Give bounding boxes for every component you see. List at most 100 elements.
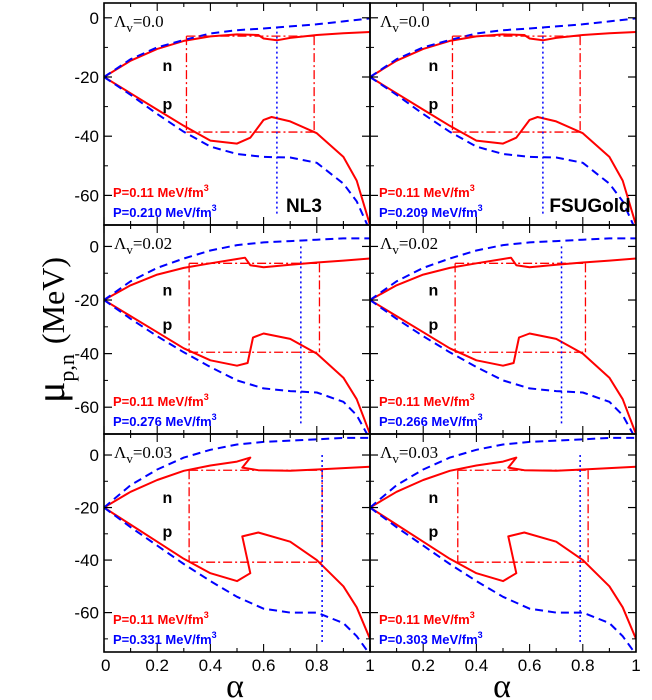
- lambda-subscript: v: [392, 242, 399, 257]
- x-tick-label: 0.2: [145, 656, 169, 675]
- pressure-red: P=0.11 MeV/fm3: [379, 183, 475, 200]
- y-tick-label: -40: [74, 551, 99, 570]
- proton-label: p: [163, 317, 173, 334]
- y-axis-label-subscript: p,n: [54, 354, 79, 382]
- red-solid-curve-2: [104, 506, 370, 640]
- neutron-label: n: [429, 58, 439, 75]
- pressure-red: P=0.11 MeV/fm3: [113, 610, 209, 627]
- pressure-blue-exponent: 3: [478, 412, 483, 422]
- proton-label: p: [429, 97, 439, 114]
- red-solid-curve-1: [370, 256, 636, 301]
- lambda-value: =0.0: [399, 12, 430, 31]
- lambda-label: Λv=0.03: [380, 443, 438, 466]
- lambda-label: Λv=0.02: [380, 234, 438, 257]
- pressure-blue-value: P=0.210 MeV/fm: [113, 205, 212, 220]
- lambda-symbol: Λ: [380, 12, 393, 31]
- neutron-label: n: [429, 282, 439, 299]
- pressure-red-exponent: 3: [470, 183, 475, 193]
- y-tick-label: -60: [74, 604, 99, 623]
- pressure-red-value: P=0.11 MeV/fm: [113, 185, 204, 200]
- lambda-symbol: Λ: [114, 12, 127, 31]
- blue-dashed-curve-4: [370, 299, 635, 434]
- y-axis-label-unit: (MeV): [35, 257, 71, 344]
- plot-area: [104, 17, 370, 225]
- pressure-blue: P=0.331 MeV/fm3: [113, 630, 217, 647]
- y-tick-label: 0: [90, 9, 99, 28]
- blue-dashed-curve-4: [104, 506, 370, 652]
- pressure-red-exponent: 3: [470, 392, 475, 402]
- pressure-red-exponent: 3: [204, 183, 209, 193]
- lambda-value: =0.02: [399, 234, 438, 253]
- pressure-blue: P=0.209 MeV/fm3: [379, 203, 483, 220]
- plot-area: [104, 237, 370, 434]
- red-solid-curve-1: [370, 456, 636, 509]
- lambda-value: =0.03: [133, 443, 172, 462]
- pressure-blue-value: P=0.303 MeV/fm: [379, 632, 478, 647]
- y-tick-label: 0: [90, 237, 99, 256]
- lambda-subscript: v: [126, 20, 133, 35]
- red-solid-curve-1: [104, 256, 370, 301]
- proton-label: p: [429, 317, 439, 334]
- pressure-red: P=0.11 MeV/fm3: [113, 392, 209, 409]
- lambda-symbol: Λ: [114, 443, 127, 462]
- red-solid-curve-2: [370, 299, 636, 434]
- x-tick-label: 0.6: [252, 656, 276, 675]
- plot-area: [370, 436, 636, 652]
- blue-dashed-curve-3: [370, 436, 636, 509]
- lambda-value: =0.03: [399, 443, 438, 462]
- pressure-red-exponent: 3: [470, 610, 475, 620]
- pressure-red: P=0.11 MeV/fm3: [379, 610, 475, 627]
- pressure-red-value: P=0.11 MeV/fm: [113, 394, 204, 409]
- red-solid-curve-2: [104, 76, 370, 225]
- y-tick-label: -60: [74, 398, 99, 417]
- blue-dashed-curve-4: [104, 76, 369, 225]
- y-tick-label: -20: [74, 291, 99, 310]
- pressure-blue: P=0.266 MeV/fm3: [379, 412, 483, 429]
- blue-dashed-curve-4: [370, 506, 636, 652]
- x-tick-label: 0.6: [518, 656, 542, 675]
- pressure-red-value: P=0.11 MeV/fm: [379, 612, 470, 627]
- lambda-subscript: v: [126, 451, 133, 466]
- x-tick-label: 0.2: [411, 656, 435, 675]
- pressure-red-value: P=0.11 MeV/fm: [379, 185, 470, 200]
- blue-dashed-curve-4: [104, 299, 369, 434]
- x-tick-label: 0.8: [571, 656, 595, 675]
- neutron-label: n: [163, 58, 173, 75]
- lambda-symbol: Λ: [380, 234, 393, 253]
- plot-area: [104, 436, 370, 652]
- pressure-blue: P=0.303 MeV/fm3: [379, 630, 483, 647]
- pressure-blue-value: P=0.331 MeV/fm: [113, 632, 212, 647]
- x-tick-label: 1: [631, 656, 640, 675]
- plot-area: [370, 237, 636, 434]
- y-tick-label: -40: [74, 127, 99, 146]
- neutron-label: n: [163, 282, 173, 299]
- lambda-label: Λv=0.02: [114, 234, 172, 257]
- lambda-value: =0.02: [133, 234, 172, 253]
- proton-label: p: [163, 524, 173, 541]
- pressure-blue: P=0.210 MeV/fm3: [113, 203, 217, 220]
- blue-dashed-curve-3: [104, 436, 370, 509]
- red-solid-curve-1: [370, 31, 636, 78]
- panel-5: 0 -20 -40 -60 0 0.2 0.4 0.6 0.8 1 Λv=0.03 np P=0.11 …: [74, 433, 375, 675]
- pressure-red-value: P=0.11 MeV/fm: [379, 394, 470, 409]
- red-solid-curve-2: [104, 299, 370, 434]
- red-solid-curve-1: [104, 456, 370, 509]
- proton-label: p: [163, 97, 173, 114]
- y-tick-label: -20: [74, 499, 99, 518]
- lambda-subscript: v: [126, 242, 133, 257]
- plot-area: [370, 17, 636, 225]
- pressure-blue-value: P=0.266 MeV/fm: [379, 414, 478, 429]
- pressure-blue-value: P=0.209 MeV/fm: [379, 205, 478, 220]
- lambda-subscript: v: [392, 451, 399, 466]
- pressure-blue-exponent: 3: [212, 412, 217, 422]
- pressure-red-exponent: 3: [204, 392, 209, 402]
- pressure-blue: P=0.276 MeV/fm3: [113, 412, 217, 429]
- model-name: FSUGold: [549, 196, 630, 217]
- neutron-label: n: [163, 490, 173, 507]
- proton-label: p: [429, 524, 439, 541]
